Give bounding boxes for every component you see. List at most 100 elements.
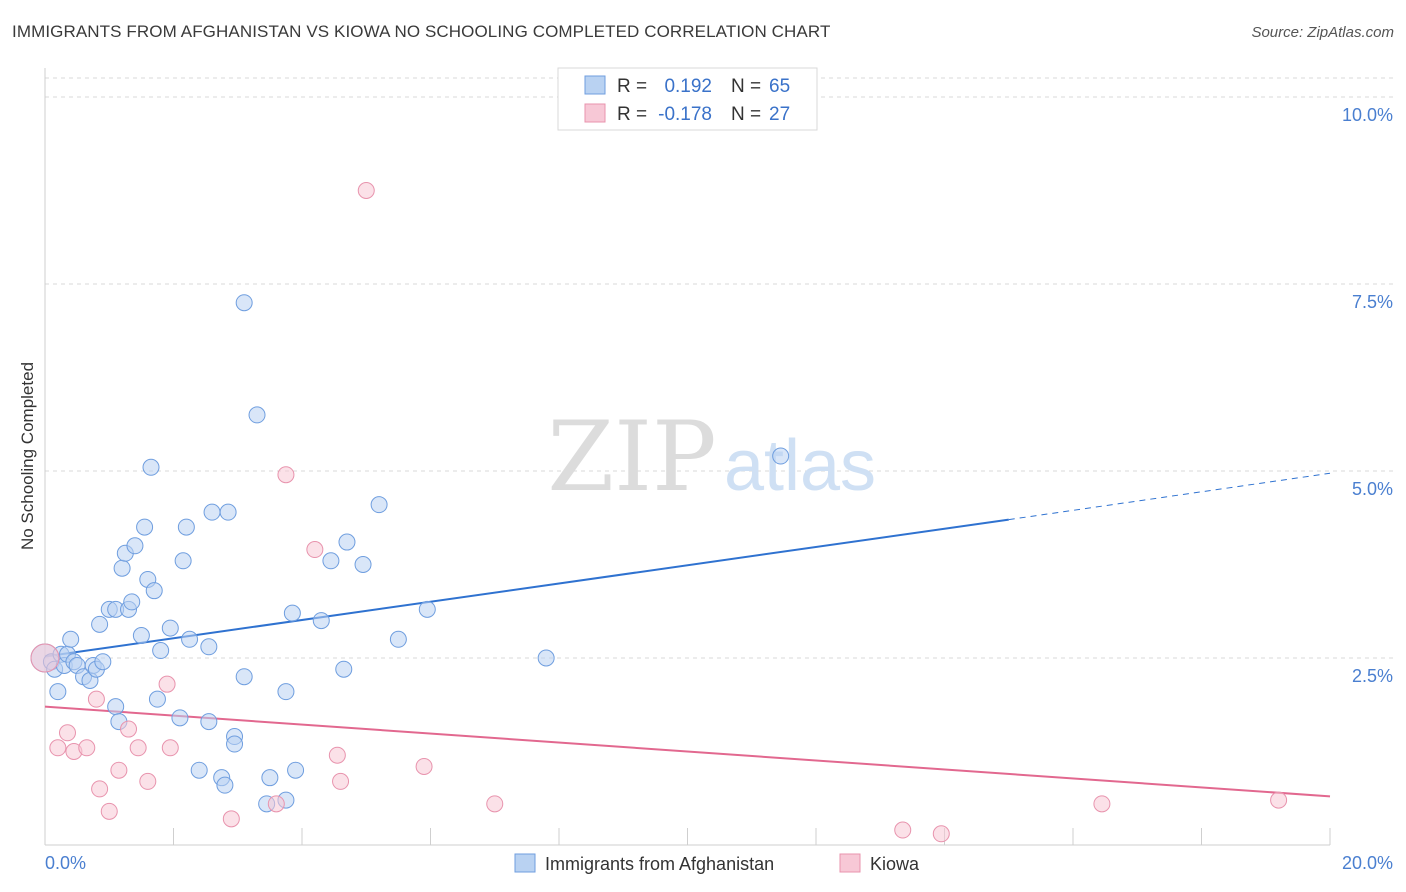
axes [44, 68, 1331, 846]
legend-r-label-1: R = [617, 76, 647, 97]
point-pink-10 [129, 739, 147, 757]
point-pink-12 [158, 675, 176, 693]
point-blue-46 [235, 668, 253, 686]
point-pink-0 [30, 643, 60, 673]
point-blue-39 [200, 713, 218, 731]
series-legend: Immigrants from Afghanistan Kiowa [514, 853, 920, 874]
point-blue-57 [335, 660, 353, 678]
legend-r-value-1: 0.192 [664, 76, 712, 97]
point-blue-61 [389, 630, 407, 648]
point-blue-15 [94, 653, 112, 671]
point-blue-18 [107, 698, 125, 716]
bottom-legend-swatch-pink [839, 853, 861, 873]
point-blue-7 [62, 630, 80, 648]
point-pink-1 [49, 739, 67, 757]
point-blue-56 [322, 552, 340, 570]
bottom-legend-label-2: Kiowa [870, 854, 920, 874]
point-blue-47 [235, 294, 253, 312]
point-blue-3 [49, 683, 67, 701]
point-blue-24 [126, 537, 144, 555]
point-blue-30 [148, 690, 166, 708]
trend-line-blue-extension [1008, 472, 1331, 521]
point-pink-9 [120, 720, 138, 738]
legend-r-label-2: R = [617, 104, 647, 125]
point-pink-22 [486, 795, 504, 813]
correlation-legend: R = 0.192 N = 65 R = -0.178 N = 27 [557, 67, 818, 131]
point-pink-7 [100, 802, 118, 820]
point-pink-19 [332, 772, 350, 790]
watermark: ZIP atlas [547, 401, 876, 513]
point-blue-63 [537, 649, 555, 667]
grid-lines [45, 77, 1393, 659]
point-blue-64 [772, 447, 790, 465]
point-blue-60 [370, 496, 388, 514]
legend-n-value-2: 27 [769, 104, 790, 125]
point-pink-26 [1270, 791, 1288, 809]
point-blue-50 [261, 769, 279, 787]
trend-line-pink [44, 705, 1331, 798]
point-pink-2 [58, 724, 76, 742]
point-blue-48 [248, 406, 266, 424]
y-axis-label: No Schooling Completed [18, 362, 37, 550]
legend-swatch-pink [584, 103, 606, 123]
point-pink-23 [894, 821, 912, 839]
point-blue-23 [123, 593, 141, 611]
point-pink-24 [932, 825, 950, 843]
point-blue-33 [171, 709, 189, 727]
point-blue-25 [132, 627, 150, 645]
y-tick-label-3: 10.0% [1342, 105, 1393, 125]
point-blue-14 [91, 615, 109, 633]
trend-lines [44, 472, 1331, 798]
legend-n-label-2: N = [731, 104, 761, 125]
point-blue-31 [152, 642, 170, 660]
point-pink-5 [87, 690, 105, 708]
point-blue-62 [418, 600, 436, 618]
data-points [30, 182, 1288, 843]
point-pink-20 [357, 182, 375, 199]
point-blue-26 [136, 518, 154, 536]
point-blue-55 [312, 612, 330, 630]
point-blue-53 [283, 604, 301, 622]
point-pink-14 [222, 810, 240, 828]
point-pink-6 [91, 780, 109, 798]
point-blue-34 [174, 552, 192, 570]
point-blue-29 [145, 582, 163, 600]
point-pink-13 [161, 739, 179, 757]
point-pink-16 [277, 466, 295, 484]
x-tick-label-1: 20.0% [1342, 853, 1393, 873]
point-blue-28 [142, 458, 160, 476]
legend-n-value-1: 65 [769, 76, 790, 97]
point-blue-58 [338, 533, 356, 551]
point-blue-40 [203, 503, 221, 521]
tick-labels: 2.5% 5.0% 7.5% 10.0% 0.0% 20.0% [45, 105, 1393, 873]
point-blue-32 [161, 619, 179, 637]
source-label: Source: ZipAtlas.com [1251, 24, 1394, 41]
legend-swatch-blue [584, 75, 606, 95]
point-blue-38 [200, 638, 218, 656]
point-blue-42 [216, 776, 234, 794]
legend-r-value-2: -0.178 [658, 104, 712, 125]
point-pink-11 [139, 772, 157, 790]
watermark-zip: ZIP [547, 401, 716, 513]
y-tick-label-1: 5.0% [1352, 479, 1393, 499]
point-pink-25 [1093, 795, 1111, 813]
point-blue-43 [219, 503, 237, 521]
y-tick-label-2: 7.5% [1352, 292, 1393, 312]
bottom-legend-swatch-blue [514, 853, 536, 873]
point-blue-37 [190, 761, 208, 779]
point-pink-18 [328, 746, 346, 764]
point-pink-15 [267, 795, 285, 813]
point-blue-52 [277, 683, 295, 701]
point-pink-21 [415, 757, 433, 775]
legend-n-label-1: N = [731, 76, 761, 97]
point-blue-36 [181, 630, 199, 648]
y-tick-label-0: 2.5% [1352, 666, 1393, 686]
point-blue-45 [226, 735, 244, 753]
point-blue-59 [354, 556, 372, 573]
point-blue-20 [113, 559, 131, 577]
bottom-legend-label-1: Immigrants from Afghanistan [545, 854, 774, 874]
point-blue-54 [287, 761, 305, 779]
chart-title: IMMIGRANTS FROM AFGHANISTAN VS KIOWA NO … [12, 22, 831, 41]
point-pink-4 [78, 739, 96, 757]
